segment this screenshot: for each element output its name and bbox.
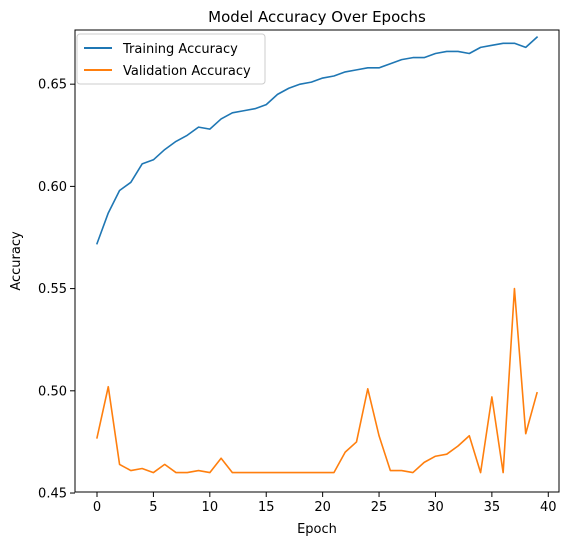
series-line-validation-accuracy <box>96 287 538 474</box>
legend-label-training: Training Accuracy <box>122 42 238 57</box>
x-tick-label: 30 <box>427 500 444 515</box>
legend-box <box>76 33 266 85</box>
series-layer <box>95 36 539 474</box>
y-axis-title: Accuracy <box>9 231 24 291</box>
y-tick-label: 0.50 <box>38 384 67 399</box>
y-tick-label: 0.55 <box>38 282 67 297</box>
x-tick-label: 10 <box>202 500 219 515</box>
x-tick-label: 0 <box>93 500 101 515</box>
y-tick-label: 0.60 <box>38 180 67 195</box>
series-line-training-accuracy <box>95 36 539 245</box>
plot-frame <box>74 29 560 493</box>
legend: Training Accuracy Validation Accuracy <box>76 33 266 85</box>
chart-title: Model Accuracy Over Epochs <box>208 8 426 26</box>
legend-label-validation: Validation Accuracy <box>123 64 251 79</box>
x-tick-label: 25 <box>371 500 388 515</box>
x-axis-title: Epoch <box>297 522 337 537</box>
y-axis-ticks: 0.45 0.50 0.55 0.60 0.65 <box>38 78 75 502</box>
y-tick-label: 0.45 <box>38 487 67 502</box>
x-tick-label: 40 <box>540 500 557 515</box>
x-tick-label: 35 <box>484 500 501 515</box>
x-tick-label: 20 <box>314 500 331 515</box>
y-tick-label: 0.65 <box>38 78 67 93</box>
x-tick-label: 5 <box>149 500 157 515</box>
x-axis-ticks: 0 5 10 15 20 25 30 35 40 <box>93 492 557 515</box>
x-tick-label: 15 <box>258 500 275 515</box>
